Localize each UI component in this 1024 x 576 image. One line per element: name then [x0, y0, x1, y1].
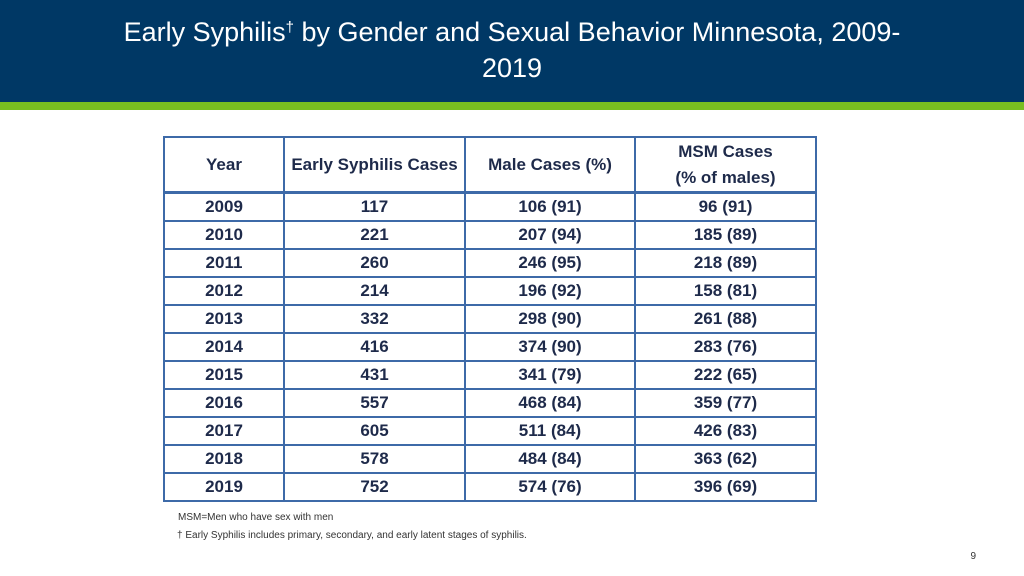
- page-number: 9: [970, 551, 976, 562]
- table-row: 2012 214 196 (92) 158 (81): [163, 276, 817, 306]
- cell-year: 2009: [163, 191, 285, 222]
- cell-male: 196 (92): [464, 276, 636, 306]
- header-early-cases: Early Syphilis Cases: [283, 136, 466, 194]
- cell-year: 2011: [163, 248, 285, 278]
- cell-male: 468 (84): [464, 388, 636, 418]
- cell-male: 246 (95): [464, 248, 636, 278]
- cell-cases: 752: [283, 472, 466, 502]
- footnote-msm: MSM=Men who have sex with men: [178, 512, 334, 523]
- footnote-dagger: † Early Syphilis includes primary, secon…: [177, 530, 527, 541]
- cell-year: 2018: [163, 444, 285, 474]
- cell-year: 2017: [163, 416, 285, 446]
- cell-msm: 218 (89): [634, 248, 817, 278]
- header-male-cases: Male Cases (%): [464, 136, 636, 194]
- title-line-2: 2019: [481, 53, 543, 83]
- cell-msm: 96 (91): [634, 191, 817, 222]
- cell-cases: 578: [283, 444, 466, 474]
- cell-msm: 396 (69): [634, 472, 817, 502]
- cell-male: 106 (91): [464, 191, 636, 222]
- cell-msm: 185 (89): [634, 220, 817, 250]
- cell-cases: 416: [283, 332, 466, 362]
- cell-male: 511 (84): [464, 416, 636, 446]
- title-text: Early Syphilis: [123, 17, 286, 47]
- cell-msm: 426 (83): [634, 416, 817, 446]
- table-row: 2019 752 574 (76) 396 (69): [163, 472, 817, 502]
- cell-msm: 283 (76): [634, 332, 817, 362]
- syphilis-table: Year Early Syphilis Cases Male Cases (%)…: [163, 136, 817, 502]
- header-msm-cases: MSM Cases (% of males): [634, 136, 817, 194]
- cell-msm: 222 (65): [634, 360, 817, 390]
- cell-cases: 431: [283, 360, 466, 390]
- cell-cases: 332: [283, 304, 466, 334]
- accent-bar: [0, 102, 1024, 110]
- cell-year: 2019: [163, 472, 285, 502]
- cell-year: 2014: [163, 332, 285, 362]
- cell-male: 341 (79): [464, 360, 636, 390]
- cell-cases: 221: [283, 220, 466, 250]
- cell-male: 574 (76): [464, 472, 636, 502]
- table-header-row: Year Early Syphilis Cases Male Cases (%)…: [163, 136, 817, 194]
- cell-male: 207 (94): [464, 220, 636, 250]
- cell-male: 374 (90): [464, 332, 636, 362]
- cell-male: 484 (84): [464, 444, 636, 474]
- cell-msm: 158 (81): [634, 276, 817, 306]
- table-row: 2017 605 511 (84) 426 (83): [163, 416, 817, 446]
- cell-cases: 605: [283, 416, 466, 446]
- title-dagger: †: [285, 19, 294, 36]
- table-row: 2014 416 374 (90) 283 (76): [163, 332, 817, 362]
- cell-year: 2012: [163, 276, 285, 306]
- cell-year: 2013: [163, 304, 285, 334]
- table-row: 2009 117 106 (91) 96 (91): [163, 191, 817, 222]
- cell-msm: 363 (62): [634, 444, 817, 474]
- table-row: 2013 332 298 (90) 261 (88): [163, 304, 817, 334]
- table-row: 2015 431 341 (79) 222 (65): [163, 360, 817, 390]
- title-text-rest: by Gender and Sexual Behavior Minnesota,…: [294, 17, 901, 47]
- cell-msm: 261 (88): [634, 304, 817, 334]
- header-msm-line1: MSM Cases: [678, 141, 773, 161]
- header-year: Year: [163, 136, 285, 194]
- table-row: 2011 260 246 (95) 218 (89): [163, 248, 817, 278]
- slide-title: Early Syphilis† by Gender and Sexual Beh…: [60, 14, 964, 86]
- cell-year: 2015: [163, 360, 285, 390]
- header-msm-line2: (% of males): [675, 167, 776, 187]
- title-banner: Early Syphilis† by Gender and Sexual Beh…: [0, 0, 1024, 102]
- cell-cases: 557: [283, 388, 466, 418]
- cell-male: 298 (90): [464, 304, 636, 334]
- cell-year: 2010: [163, 220, 285, 250]
- cell-cases: 117: [283, 191, 466, 222]
- table-row: 2016 557 468 (84) 359 (77): [163, 388, 817, 418]
- cell-msm: 359 (77): [634, 388, 817, 418]
- table-row: 2018 578 484 (84) 363 (62): [163, 444, 817, 474]
- cell-cases: 260: [283, 248, 466, 278]
- table-row: 2010 221 207 (94) 185 (89): [163, 220, 817, 250]
- cell-cases: 214: [283, 276, 466, 306]
- cell-year: 2016: [163, 388, 285, 418]
